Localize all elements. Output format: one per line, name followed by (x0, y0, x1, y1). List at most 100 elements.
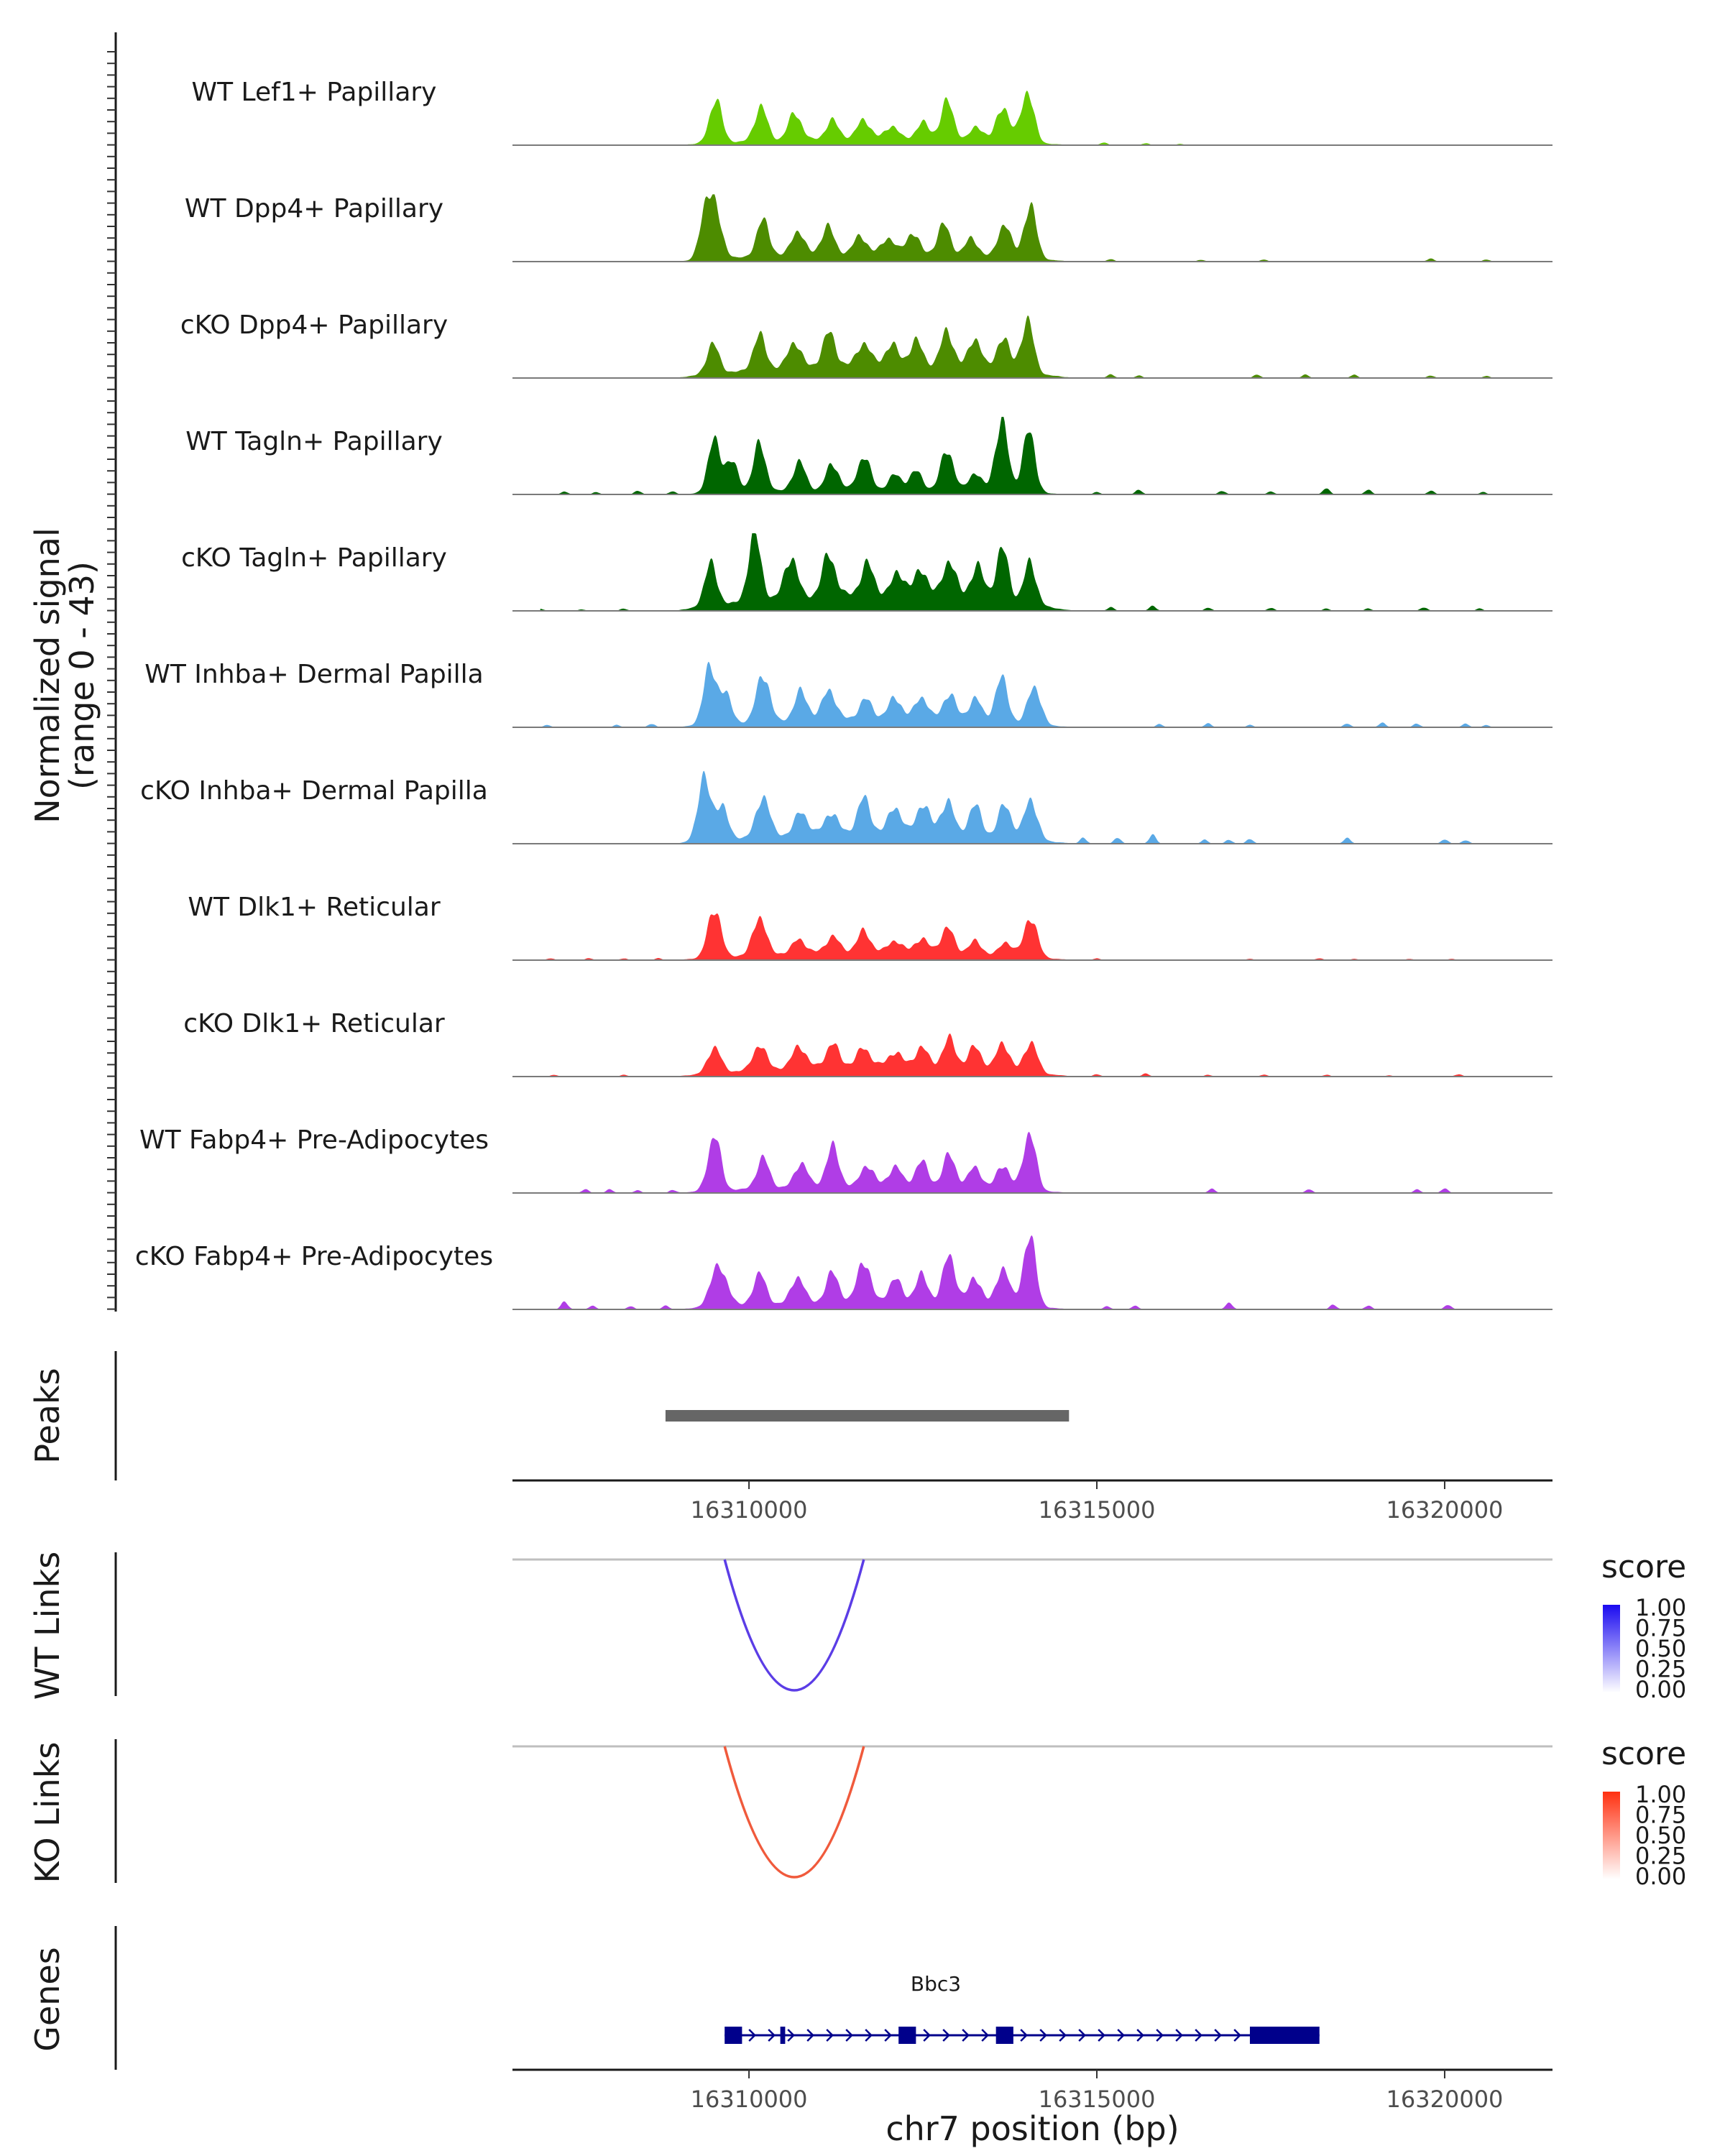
coverage-area (540, 661, 1501, 727)
strand-chevron (787, 2029, 795, 2042)
legend-tick-label: 0.50 (1635, 1635, 1686, 1662)
x-axis-tick-label: 16320000 (1386, 2086, 1504, 2113)
coverage-area (540, 1131, 1501, 1193)
peak-interval (665, 1410, 1070, 1422)
coverage-track-2: WT Dpp4+ Papillary (185, 194, 1552, 262)
strand-chevron (826, 2029, 834, 2042)
legend-title: score (1601, 1549, 1686, 1585)
track-label: WT Lef1+ Papillary (192, 78, 437, 107)
x-axis-tick-label: 16320000 (1386, 1496, 1504, 1524)
legend-tick-label: 0.00 (1635, 1676, 1686, 1703)
link-arc (723, 1559, 865, 1692)
x-axis-tick-label: 16310000 (691, 2086, 808, 2113)
legend-tick-label: 0.75 (1635, 1615, 1686, 1642)
link-track-1: WT Links (28, 1552, 1552, 1700)
strand-chevron (1098, 2029, 1105, 2042)
legend-colorbar (1603, 1605, 1620, 1692)
coverage-track-4: WT Tagln+ Papillary (185, 417, 1552, 495)
legend-title: score (1601, 1736, 1686, 1772)
track-label: WT Fabp4+ Pre-Adipocytes (139, 1125, 489, 1155)
x-axis-title: chr7 position (bp) (886, 2109, 1179, 2148)
legend-tick-label: 1.00 (1635, 1594, 1686, 1621)
coverage-area (540, 533, 1501, 611)
link-track-label: WT Links (28, 1552, 67, 1700)
strand-chevron (1020, 2029, 1028, 2042)
genomic-x-axis-top: 16310000 16315000 16320000 (512, 1479, 1552, 1524)
coverage-track-7: cKO Inhba+ Dermal Papilla (140, 770, 1552, 844)
coverage-track-3: cKO Dpp4+ Papillary (180, 310, 1552, 379)
track-label: cKO Tagln+ Papillary (181, 543, 447, 573)
score-legend-1: score 1.000.750.500.250.00 (1601, 1549, 1686, 1703)
coverage-area (540, 315, 1501, 378)
score-legend-2: score 1.000.750.500.250.00 (1601, 1736, 1686, 1890)
strand-chevron (806, 2029, 814, 2042)
track-label: WT Inhba+ Dermal Papilla (144, 660, 483, 689)
x-axis-tick-label: 16310000 (691, 1496, 808, 1524)
strand-chevron (1214, 2029, 1222, 2042)
legend-tick-label: 0.00 (1635, 1863, 1686, 1890)
strand-chevron (845, 2029, 853, 2042)
strand-chevron (1059, 2029, 1067, 2042)
signal-axis-title-line2: (range 0 - 43) (63, 561, 101, 790)
gene-name-label: Bbc3 (911, 1972, 961, 1996)
link-arc (723, 1746, 865, 1879)
coverage-track-6: WT Inhba+ Dermal Papilla (144, 660, 1552, 728)
track-label: WT Tagln+ Papillary (185, 427, 443, 456)
coverage-area (540, 194, 1501, 262)
coverage-track-10: WT Fabp4+ Pre-Adipocytes (139, 1125, 1552, 1194)
strand-chevron (1039, 2029, 1047, 2042)
legend-tick-label: 0.25 (1635, 1843, 1686, 1870)
legend-tick-label: 0.50 (1635, 1822, 1686, 1849)
strand-chevron (1175, 2029, 1183, 2042)
coverage-area (540, 770, 1501, 844)
strand-chevron (1156, 2029, 1164, 2042)
coverage-area (540, 1033, 1501, 1077)
strand-chevron (748, 2029, 756, 2042)
strand-chevron (981, 2029, 989, 2042)
signal-axis-ticks (107, 51, 116, 1310)
track-label: cKO Fabp4+ Pre-Adipocytes (135, 1242, 493, 1271)
strand-chevron (768, 2029, 776, 2042)
legend-tick-label: 0.25 (1635, 1656, 1686, 1683)
legend-colorbar (1603, 1792, 1620, 1879)
strand-chevron (1136, 2029, 1144, 2042)
link-track-2: KO Links (28, 1739, 1552, 1883)
track-label: cKO Dlk1+ Reticular (183, 1009, 445, 1038)
signal-axis-title-line1: Normalized signal (28, 528, 67, 824)
coverage-track-5: cKO Tagln+ Papillary (181, 533, 1552, 612)
strand-chevron (1117, 2029, 1125, 2042)
legend-tick-label: 0.75 (1635, 1802, 1686, 1829)
gene-exon (898, 2027, 916, 2044)
strand-chevron (1078, 2029, 1086, 2042)
coverage-track-11: cKO Fabp4+ Pre-Adipocytes (135, 1235, 1552, 1310)
coverage-track-8: WT Dlk1+ Reticular (188, 893, 1552, 961)
x-axis-tick-label: 16315000 (1039, 2086, 1156, 2113)
legend-tick-label: 1.00 (1635, 1781, 1686, 1808)
link-track-label: KO Links (28, 1742, 67, 1884)
coverage-track-1: WT Lef1+ Papillary (192, 78, 1552, 146)
coverage-area (540, 1235, 1501, 1309)
genomic-x-axis-bottom: 16310000 16315000 16320000 (512, 2068, 1552, 2113)
strand-chevron (923, 2029, 931, 2042)
coverage-area (540, 417, 1501, 494)
gene-model-1: Bbc3 (724, 1972, 1320, 2044)
strand-chevron (962, 2029, 970, 2042)
strand-chevron (865, 2029, 873, 2042)
coverage-area (540, 91, 1501, 145)
track-label: WT Dlk1+ Reticular (188, 893, 440, 922)
gene-exon (995, 2027, 1013, 2044)
gene-exon (780, 2027, 786, 2044)
strand-chevron (884, 2029, 892, 2042)
gene-exon (1249, 2027, 1320, 2044)
track-label: cKO Dpp4+ Papillary (180, 310, 448, 340)
strand-chevron (1233, 2029, 1241, 2042)
track-label: cKO Inhba+ Dermal Papilla (140, 776, 488, 806)
coverage-area (540, 913, 1501, 960)
strand-chevron (942, 2029, 950, 2042)
peaks-track-label: Peaks (28, 1368, 67, 1463)
x-axis-tick-label: 16315000 (1039, 1496, 1156, 1524)
genes-track-label: Genes (28, 1947, 67, 2051)
gene-exon (724, 2027, 742, 2044)
track-label: WT Dpp4+ Papillary (185, 194, 443, 224)
